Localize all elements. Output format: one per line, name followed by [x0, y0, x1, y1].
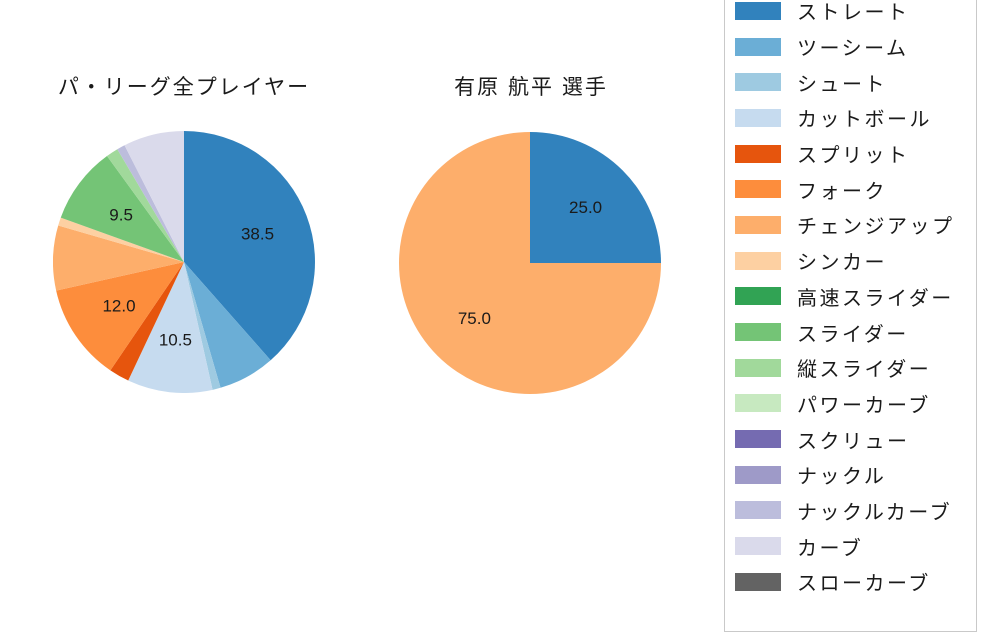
- pie-slice-value-label: 38.5: [241, 225, 274, 244]
- legend-item-label: 高速スライダー: [797, 287, 954, 310]
- pitch-mix-figure: パ・リーグ全プレイヤー 有原 航平 選手 38.5 10.5 12.0 9.5 25.…: [53, 0, 977, 632]
- pie-chart-league: 38.5 10.5 12.0 9.5: [53, 131, 315, 393]
- legend-item: スプリット: [725, 136, 976, 172]
- pie-slice-シンカー: [58, 217, 185, 262]
- pie-slice-value-label: 12.0: [102, 297, 135, 316]
- legend-item: チェンジアップ: [725, 207, 976, 243]
- legend-item-label: フォーク: [797, 180, 887, 203]
- legend-item-label: ナックルカーブ: [797, 501, 953, 524]
- pie-slice-ストレート: [184, 131, 315, 361]
- legend-color-swatch-icon: [735, 144, 781, 163]
- legend-color-swatch-icon: [735, 215, 781, 234]
- pie-slice-カットボール: [128, 262, 213, 393]
- legend-color-swatch-icon: [735, 108, 781, 127]
- pie-slice-ストレート: [530, 132, 661, 263]
- legend-item-label: シュート: [797, 73, 887, 96]
- legend-color-swatch-icon: [735, 537, 781, 556]
- legend-item-label: スクリュー: [797, 430, 910, 453]
- legend-item: ストレート: [725, 0, 976, 29]
- legend-color-swatch-icon: [735, 572, 781, 591]
- pie-slice-シュート: [184, 262, 221, 390]
- pie-slice-スプリット: [110, 262, 184, 381]
- legend-item-label: スローカーブ: [797, 573, 931, 596]
- legend-item: カーブ: [725, 528, 976, 564]
- pie-slice-value-label: 75.0: [458, 309, 491, 328]
- legend-color-swatch-icon: [735, 430, 781, 449]
- legend-item-label: カーブ: [797, 537, 864, 560]
- legend-item: パワーカーブ: [725, 386, 976, 422]
- legend-color-swatch-icon: [735, 251, 781, 270]
- legend-color-swatch-icon: [735, 501, 781, 520]
- legend-color-swatch-icon: [735, 465, 781, 484]
- chart-title-league: パ・リーグ全プレイヤー: [57, 76, 311, 99]
- pie-slice-スライダー: [60, 156, 184, 262]
- legend-color-swatch-icon: [735, 358, 781, 377]
- pie-slice-ツーシーム: [184, 262, 271, 388]
- legend-item-label: シンカー: [797, 252, 887, 275]
- pie-chart-player: 25.0 75.0: [399, 132, 661, 394]
- legend-item: カットボール: [725, 100, 976, 136]
- chart-title-player: 有原 航平 選手: [454, 76, 608, 99]
- legend-item: スローカーブ: [725, 564, 976, 600]
- legend-item: ナックルカーブ: [725, 493, 976, 529]
- legend-item: スクリュー: [725, 421, 976, 457]
- legend-item-label: ナックル: [797, 466, 887, 489]
- legend-item: 縦スライダー: [725, 350, 976, 386]
- pie-slice-value-label: 25.0: [569, 198, 602, 217]
- legend-item: ナックル: [725, 457, 976, 493]
- legend-item-label: パワーカーブ: [797, 394, 931, 417]
- legend-item: フォーク: [725, 171, 976, 207]
- pie-slice-チェンジアップ: [399, 132, 661, 394]
- legend-color-swatch-icon: [735, 287, 781, 306]
- legend-item-label: スライダー: [797, 323, 909, 346]
- legend-color-swatch-icon: [735, 323, 781, 342]
- legend-item: シンカー: [725, 243, 976, 279]
- legend-item-label: 縦スライダー: [797, 359, 932, 382]
- pie-slice-カーブ: [124, 131, 184, 262]
- legend-color-swatch-icon: [735, 394, 781, 413]
- legend-item-label: カットボール: [797, 109, 932, 132]
- pie-slice-チェンジアップ: [53, 225, 184, 291]
- pitch-type-legend: ストレートツーシームシュートカットボール スプリットフォークチェンジアップ シンカー…: [724, 0, 977, 632]
- legend-color-swatch-icon: [735, 1, 781, 20]
- legend-item: スライダー: [725, 314, 976, 350]
- legend-item-label: スプリット: [797, 145, 910, 168]
- pie-slice-縦スライダー: [107, 149, 184, 262]
- legend-item-label: ストレート: [797, 2, 910, 25]
- legend-color-swatch-icon: [735, 37, 781, 56]
- legend-color-swatch-icon: [735, 73, 781, 92]
- legend-item-label: チェンジアップ: [797, 216, 955, 239]
- legend-item: 高速スライダー: [725, 279, 976, 315]
- legend-color-swatch-icon: [735, 180, 781, 199]
- legend-item: ツーシーム: [725, 29, 976, 65]
- legend-item: シュート: [725, 64, 976, 100]
- pie-slice-ナックルカーブ: [117, 145, 184, 262]
- pie-slice-フォーク: [56, 262, 184, 371]
- pie-slice-value-label: 10.5: [159, 331, 192, 350]
- pie-slice-value-label: 9.5: [109, 205, 133, 224]
- legend-item-label: ツーシーム: [797, 38, 909, 61]
